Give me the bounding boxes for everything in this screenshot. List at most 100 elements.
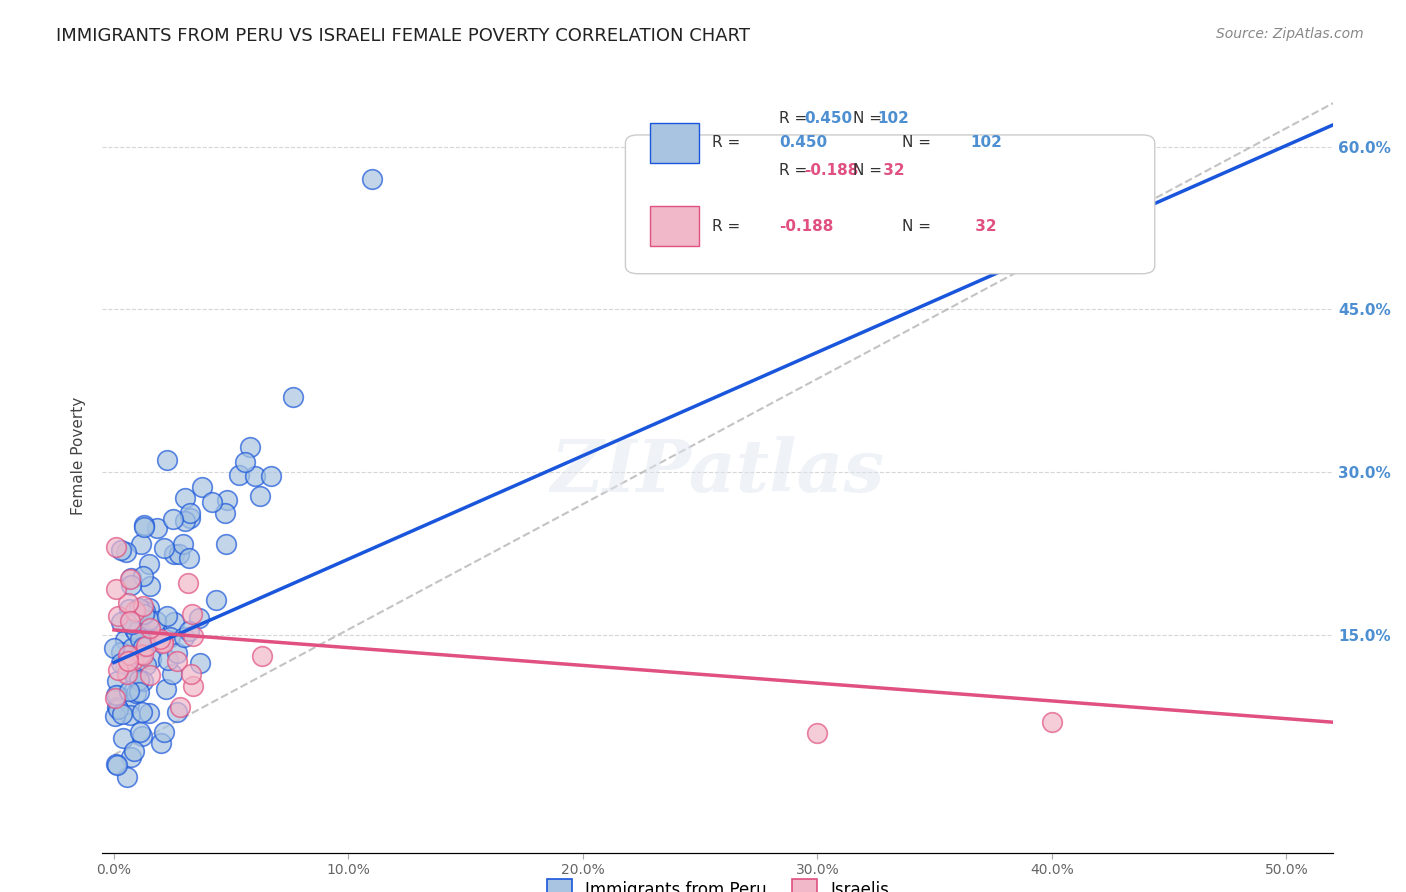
Israelis — [131, 648, 153, 662]
Immigrants from Peru — [215, 537, 238, 551]
Israelis — [132, 599, 155, 613]
Immigrants from Peru — [128, 632, 150, 647]
Immigrants from Peru — [162, 512, 184, 526]
Immigrants from Peru — [107, 673, 129, 688]
Immigrants from Peru — [249, 490, 271, 504]
Text: N =: N = — [903, 219, 936, 234]
Immigrants from Peru — [121, 640, 143, 655]
Immigrants from Peru — [107, 688, 129, 702]
Immigrants from Peru — [112, 731, 135, 745]
Immigrants from Peru — [104, 709, 127, 723]
Immigrants from Peru — [132, 520, 155, 534]
Israelis — [135, 639, 157, 653]
Immigrants from Peru — [128, 685, 150, 699]
Israelis — [1040, 715, 1063, 730]
Immigrants from Peru — [134, 604, 156, 618]
Immigrants from Peru — [107, 702, 129, 716]
Immigrants from Peru — [243, 468, 266, 483]
Immigrants from Peru — [156, 653, 179, 667]
Immigrants from Peru — [138, 613, 160, 627]
Israelis — [115, 667, 138, 681]
Israelis — [152, 635, 174, 649]
Immigrants from Peru — [205, 593, 228, 607]
Immigrants from Peru — [105, 689, 128, 703]
Israelis — [131, 647, 153, 661]
FancyBboxPatch shape — [650, 206, 699, 246]
Immigrants from Peru — [131, 602, 153, 616]
Israelis — [149, 632, 172, 646]
Immigrants from Peru — [179, 507, 201, 521]
Immigrants from Peru — [153, 724, 176, 739]
Israelis — [181, 607, 204, 621]
Immigrants from Peru — [138, 557, 160, 571]
Israelis — [122, 653, 145, 667]
Immigrants from Peru — [201, 495, 224, 509]
Immigrants from Peru — [173, 514, 195, 528]
Immigrants from Peru — [139, 579, 162, 593]
Israelis — [139, 621, 162, 635]
Israelis — [104, 691, 127, 706]
Immigrants from Peru — [138, 601, 160, 615]
Immigrants from Peru — [125, 686, 148, 700]
Text: Source: ZipAtlas.com: Source: ZipAtlas.com — [1216, 27, 1364, 41]
Text: 32: 32 — [877, 162, 904, 178]
Immigrants from Peru — [120, 571, 142, 585]
Israelis — [180, 667, 202, 681]
Immigrants from Peru — [174, 491, 197, 505]
Immigrants from Peru — [110, 645, 132, 659]
Immigrants from Peru — [166, 646, 188, 660]
Y-axis label: Female Poverty: Female Poverty — [72, 397, 86, 516]
Text: 32: 32 — [970, 219, 997, 234]
Immigrants from Peru — [124, 622, 146, 636]
Immigrants from Peru — [129, 536, 152, 550]
Text: N =: N = — [853, 112, 887, 126]
Text: ZIPatlas: ZIPatlas — [551, 436, 884, 508]
Immigrants from Peru — [110, 542, 132, 557]
Immigrants from Peru — [103, 641, 125, 656]
Immigrants from Peru — [120, 578, 142, 592]
Israelis — [107, 663, 129, 677]
Immigrants from Peru — [115, 770, 138, 784]
Text: 102: 102 — [970, 136, 1002, 151]
Immigrants from Peru — [131, 705, 153, 719]
Immigrants from Peru — [132, 640, 155, 654]
Immigrants from Peru — [105, 700, 128, 714]
Israelis — [139, 667, 162, 681]
Immigrants from Peru — [134, 517, 156, 532]
Immigrants from Peru — [145, 615, 167, 629]
Immigrants from Peru — [179, 511, 201, 525]
Legend: Immigrants from Peru, Israelis: Immigrants from Peru, Israelis — [538, 871, 897, 892]
Immigrants from Peru — [360, 172, 382, 186]
Text: 102: 102 — [877, 112, 910, 126]
Israelis — [118, 572, 141, 586]
Immigrants from Peru — [160, 666, 183, 681]
Immigrants from Peru — [128, 600, 150, 615]
Immigrants from Peru — [177, 624, 200, 638]
Immigrants from Peru — [118, 683, 141, 698]
Immigrants from Peru — [159, 630, 181, 644]
Immigrants from Peru — [121, 617, 143, 632]
Immigrants from Peru — [120, 749, 142, 764]
Text: R =: R = — [711, 136, 745, 151]
FancyBboxPatch shape — [650, 123, 699, 162]
Immigrants from Peru — [128, 673, 150, 687]
Immigrants from Peru — [114, 632, 136, 647]
Immigrants from Peru — [214, 506, 236, 520]
Immigrants from Peru — [118, 601, 141, 615]
Immigrants from Peru — [104, 757, 127, 772]
Israelis — [107, 609, 129, 624]
Immigrants from Peru — [132, 673, 155, 688]
Immigrants from Peru — [162, 615, 184, 629]
Immigrants from Peru — [132, 621, 155, 635]
Israelis — [124, 604, 146, 618]
Immigrants from Peru — [153, 541, 176, 556]
Immigrants from Peru — [117, 698, 139, 712]
Immigrants from Peru — [191, 480, 214, 494]
Immigrants from Peru — [110, 656, 132, 670]
Immigrants from Peru — [228, 468, 250, 483]
Immigrants from Peru — [135, 657, 157, 672]
Israelis — [176, 576, 198, 591]
Text: R =: R = — [779, 162, 813, 178]
Immigrants from Peru — [233, 455, 256, 469]
Immigrants from Peru — [215, 493, 238, 508]
